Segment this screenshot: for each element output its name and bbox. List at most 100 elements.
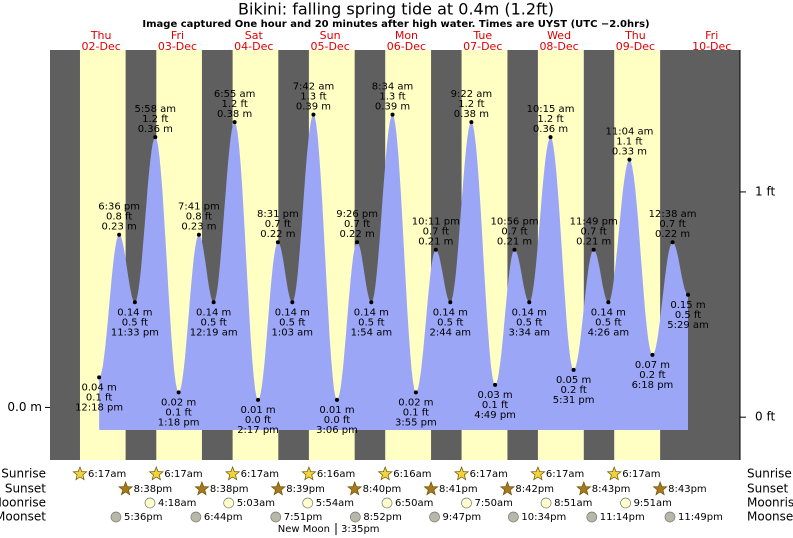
tide-point xyxy=(390,112,395,117)
date-label: 05-Dec xyxy=(310,40,349,53)
tide-label: 0.39 m xyxy=(375,102,410,113)
tide-label: 0.5 ft xyxy=(279,317,305,328)
moonset-time: 6:44pm xyxy=(204,512,243,523)
tide-label: 12:38 am xyxy=(649,209,697,220)
tide-point xyxy=(448,300,453,305)
tide-label: 0.05 m xyxy=(556,375,591,386)
tide-point xyxy=(548,135,553,140)
tide-label: 0.14 m xyxy=(196,307,231,318)
weekday-label: Mon xyxy=(395,29,418,42)
tide-label: 8:34 am xyxy=(372,82,414,93)
moonset-time: 9:47pm xyxy=(443,512,482,523)
tide-point xyxy=(469,120,474,125)
sun-icon xyxy=(652,481,668,496)
row-label: Moonrise xyxy=(747,496,793,510)
moonrise-time: 4:18am xyxy=(158,498,196,509)
sunrise-time: 6:16am xyxy=(393,469,431,480)
sun-icon xyxy=(423,481,439,496)
tide-point xyxy=(433,247,438,252)
weekday-label: Fri xyxy=(171,29,184,42)
moon-icon xyxy=(461,497,472,509)
weekday-label: Thu xyxy=(624,29,646,42)
tide-label: 5:58 am xyxy=(135,104,177,115)
sun-icon xyxy=(499,481,516,496)
tide-point xyxy=(527,300,532,305)
tide-label: 1.1 ft xyxy=(616,137,642,148)
tide-label: 0.14 m xyxy=(591,307,626,318)
moon-icon xyxy=(540,497,552,509)
tide-point xyxy=(591,247,596,252)
tide-label: 0.36 m xyxy=(138,124,173,135)
tide-label: 0.0 ft xyxy=(324,415,350,426)
tide-label: 0.02 m xyxy=(161,397,196,408)
tide-point xyxy=(512,247,517,252)
moon-icon xyxy=(508,511,519,523)
tide-label: 10:11 pm xyxy=(412,217,460,228)
tide-label: 0.01 m xyxy=(240,405,275,416)
tide-point xyxy=(493,382,498,387)
tide-label: 5:31 pm xyxy=(553,395,595,406)
tide-point xyxy=(650,352,655,357)
tide-label: 0.38 m xyxy=(217,109,252,120)
moonrise-time: 6:50am xyxy=(395,498,433,509)
date-label: 06-Dec xyxy=(387,40,426,53)
moonset-time: 11:14pm xyxy=(600,512,645,523)
tide-label: 0.7 ft xyxy=(265,219,291,230)
chart-subtitle: Image captured One hour and 20 minutes a… xyxy=(142,19,649,30)
tide-point xyxy=(571,367,576,372)
tide-point xyxy=(176,390,181,395)
tide-label: 0.02 m xyxy=(398,397,433,408)
tide-point xyxy=(369,300,374,305)
tide-label: 3:55 pm xyxy=(395,417,437,428)
tide-label: 3:34 am xyxy=(509,327,551,338)
tide-label: 0.14 m xyxy=(512,307,547,318)
tide-label: 0.1 ft xyxy=(482,400,508,411)
moon-icon xyxy=(620,497,631,509)
tide-label: 6:18 pm xyxy=(632,380,674,391)
tide-label: 1.2 ft xyxy=(537,114,563,125)
tide-point xyxy=(627,157,632,162)
moonrise-time: 5:54am xyxy=(316,498,354,509)
moonrise-time: 9:51am xyxy=(634,498,672,509)
sun-icon xyxy=(347,481,363,496)
sunrise-time: 6:17am xyxy=(241,469,279,480)
sun-icon xyxy=(301,466,317,481)
sunset-time: 8:43pm xyxy=(668,484,707,495)
moon-icon xyxy=(223,497,235,509)
weekday-label: Wed xyxy=(547,29,571,42)
sunset-time: 8:43pm xyxy=(592,484,631,495)
sunrise-time: 6:17am xyxy=(164,469,202,480)
tide-label: 10:15 am xyxy=(527,104,575,115)
weekday-label: Sat xyxy=(245,29,264,42)
moon-icon xyxy=(270,511,282,523)
moonrise-time: 8:51am xyxy=(554,498,592,509)
row-label: Sunrise xyxy=(1,467,46,481)
tide-point xyxy=(117,232,122,237)
tide-point xyxy=(232,120,237,125)
sunrise-time: 6:16am xyxy=(317,469,355,480)
tide-label: 0.8 ft xyxy=(106,212,132,223)
tide-point xyxy=(334,397,339,402)
y-tick-label: 0.0 m xyxy=(7,400,42,414)
tide-label: 0.15 m xyxy=(670,300,705,311)
tide-label: 0.1 ft xyxy=(403,407,429,418)
tide-label: 7:41 pm xyxy=(178,202,220,213)
tide-point xyxy=(685,292,690,297)
date-label: 04-Dec xyxy=(234,40,273,53)
tide-label: 2:17 pm xyxy=(237,425,279,436)
tide-label: 10:56 pm xyxy=(490,217,538,228)
tide-label: 0.21 m xyxy=(497,237,532,248)
tide-label: 0.1 ft xyxy=(86,392,112,403)
sun-icon xyxy=(377,466,393,481)
tide-point xyxy=(211,300,216,305)
tide-label: 0.39 m xyxy=(296,102,331,113)
tide-label: 11:04 am xyxy=(605,127,653,138)
moon-icon xyxy=(110,511,122,523)
moon-icon xyxy=(302,497,314,509)
sunset-time: 8:38pm xyxy=(134,484,173,495)
tide-label: 1.2 ft xyxy=(221,99,247,110)
tide-label: 0.22 m xyxy=(260,229,295,240)
sun-icon xyxy=(225,466,241,481)
tide-label: 3:06 pm xyxy=(316,425,358,436)
moon-icon xyxy=(429,511,440,523)
